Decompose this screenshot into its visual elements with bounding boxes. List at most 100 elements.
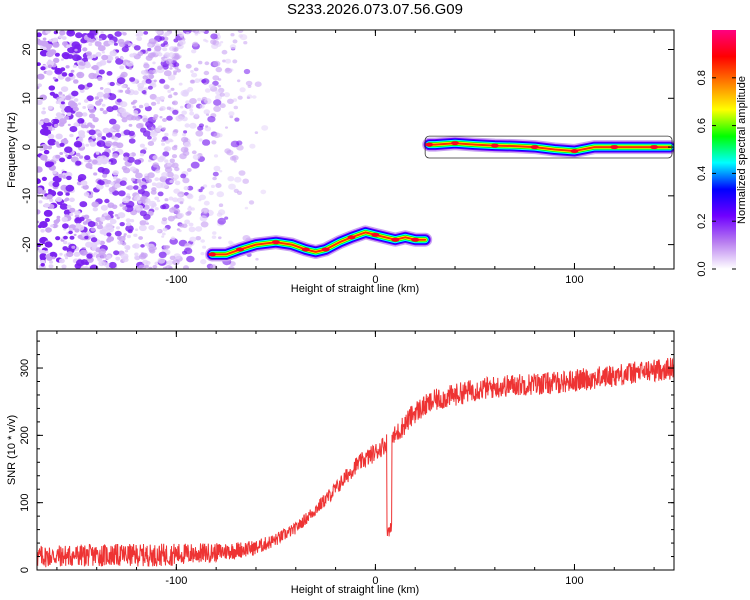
noise-speck [60,101,65,105]
noise-speck [105,132,113,138]
noise-speck [118,235,126,242]
noise-speck [78,130,85,136]
noise-speck [222,59,226,63]
noise-speck [137,200,142,204]
noise-speck [48,264,54,269]
noise-speck [236,190,243,195]
noise-speck [134,255,140,261]
noise-speck [145,222,149,225]
noise-speck [225,126,228,129]
x-tick-label: -100 [165,575,187,587]
noise-speck [229,44,237,50]
noise-speck [182,150,190,156]
noise-speck [154,96,162,102]
noise-speck [115,58,124,65]
noise-speck [73,233,77,237]
noise-speck [191,49,197,54]
noise-speck [179,201,184,205]
noise-speck [136,123,144,129]
noise-speck [126,114,135,121]
noise-speck [169,207,176,213]
noise-speck [85,241,93,248]
snr-axes: -100 0 100 0 100 200 300 [19,331,674,587]
noise-speck [105,140,113,147]
noise-speck [66,251,74,258]
noise-speck [105,222,113,230]
noise-speck [67,123,71,127]
noise-speck [213,165,221,172]
colorbar-ticks: 0.0 0.2 0.4 0.6 0.8 [696,70,736,277]
noise-speck [142,117,149,123]
signal-hotspot [610,145,619,150]
noise-speck [45,254,50,259]
noise-speck [157,65,163,70]
noise-speck [109,50,117,57]
noise-speck [152,162,159,168]
noise-speck [90,227,96,232]
noise-speck [75,152,81,157]
noise-speck [186,168,192,172]
noise-speck [38,121,44,126]
noise-speck [108,210,114,216]
noise-speck [203,70,210,76]
noise-speck [119,180,127,186]
noise-speck [180,105,184,109]
noise-speck [69,197,75,203]
noise-speck [121,84,126,89]
noise-speck [133,90,139,95]
noise-speck [116,142,124,149]
noise-speck [61,216,68,222]
noise-speck [38,249,43,253]
colorbar-tick-label: 0.4 [696,166,708,181]
y-tick-label: 10 [21,92,33,104]
noise-speck [163,245,170,250]
noise-speck [151,187,157,192]
noise-speck [49,260,54,264]
noise-speck [239,87,246,93]
noise-speck [200,259,207,265]
noise-speck [91,54,97,58]
noise-speck [85,143,90,147]
noise-speck [122,206,128,211]
noise-speck [162,47,168,52]
noise-speck [134,252,139,257]
noise-speck [45,227,52,233]
noise-speck [145,55,153,61]
noise-speck [195,226,203,232]
spectrogram-x-label: Height of straight line (km) [291,283,419,295]
noise-speck [88,42,93,47]
noise-speck [46,159,51,162]
noise-speck [183,186,189,191]
noise-speck [116,77,126,85]
noise-speck [152,155,159,160]
noise-speckle [37,30,269,269]
noise-speck [64,214,69,218]
noise-speck [74,210,81,216]
noise-speck [171,132,178,137]
noise-speck [133,45,141,51]
noise-speck [47,105,53,110]
noise-speck [119,222,125,227]
noise-speck [217,84,222,88]
noise-speck [138,236,144,240]
noise-speck [247,85,252,88]
noise-speck [183,265,189,269]
noise-speck [43,209,53,217]
noise-speck [39,253,47,259]
noise-speck [59,30,66,36]
signal-hotspot [530,145,539,150]
noise-speck [169,255,176,261]
noise-speck [161,232,166,236]
noise-speck [82,112,88,117]
noise-speck [63,235,68,240]
noise-speck [193,30,200,34]
noise-speck [45,250,49,254]
noise-speck [98,38,103,41]
noise-speck [52,42,60,48]
noise-speck [169,238,178,245]
noise-speck [69,133,74,138]
noise-speck [72,64,77,68]
noise-speck [59,157,66,163]
noise-speck [71,90,79,97]
signal-hotspot [411,237,420,242]
